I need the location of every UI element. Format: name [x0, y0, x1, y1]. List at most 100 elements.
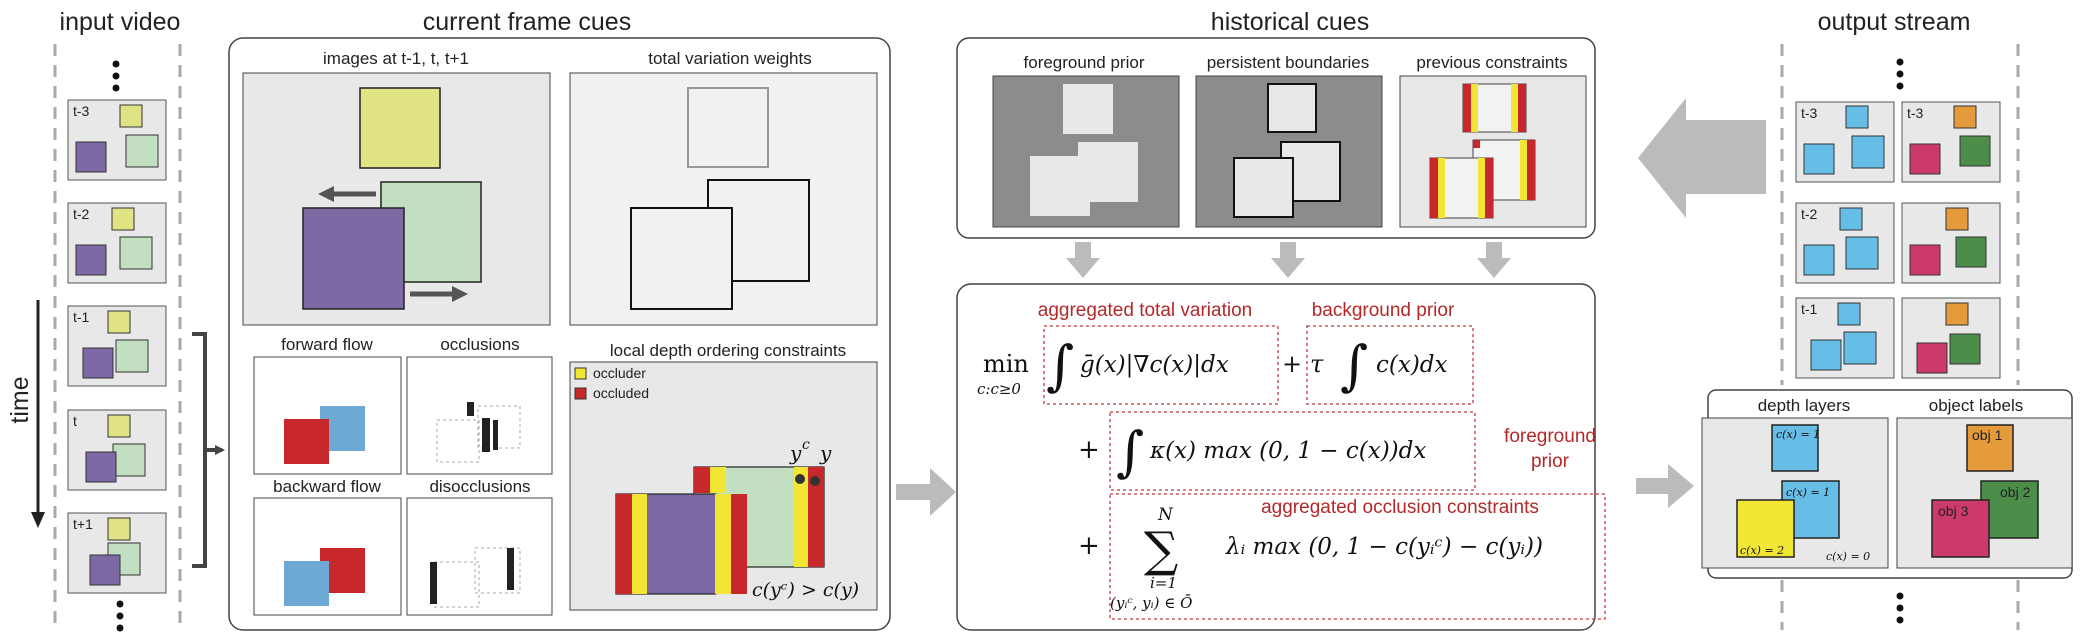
depth-c2: c(x) = 2	[1740, 544, 1784, 557]
frame-label: t-3	[1907, 105, 1924, 121]
ellipsis-top	[112, 60, 120, 92]
min-subscript: c:c≥0	[977, 380, 1021, 398]
current-frame-cues-header: current frame cues	[423, 8, 631, 36]
time-arrow-head	[31, 512, 45, 528]
term-bg-label: background prior	[1312, 300, 1455, 321]
sum-bottom-1: i=1	[1150, 574, 1177, 592]
output-stream-column: output stream t-3 t-3 t-2	[1780, 8, 2020, 630]
previous-constraints-panel	[1399, 75, 1587, 228]
frame-label: t	[73, 413, 77, 429]
term-occ-label: aggregated occlusion constraints	[1261, 497, 1539, 518]
integral-sign: ∫	[1340, 334, 1368, 397]
ellipsis-bottom	[116, 600, 124, 632]
frame-label: t+1	[73, 516, 93, 532]
object-labels-title: object labels	[1929, 396, 2024, 415]
frame-label: t-3	[1801, 105, 1818, 121]
occlusions-title: occlusions	[440, 335, 519, 354]
plus-sign: +	[1078, 531, 1100, 561]
bg-term-box	[1306, 325, 1474, 405]
images-title: images at t-1, t, t+1	[323, 49, 469, 68]
ldoc-title: local depth ordering constraints	[610, 341, 846, 360]
forward-flow-title: forward flow	[281, 335, 373, 354]
legend-occluder: occluder	[593, 365, 646, 381]
integral-sign: ∫	[1116, 420, 1144, 483]
tv-panel	[569, 72, 878, 326]
occ-term-box	[1109, 493, 1606, 620]
historical-to-energy-arrows	[1066, 242, 1511, 278]
depth-c0: c(x) = 0	[1826, 550, 1870, 563]
ellipsis-bottom	[1896, 592, 1904, 624]
backward-flow-panel	[253, 497, 402, 616]
term-fg-label-2: prior	[1531, 451, 1570, 472]
output-label-frame	[1901, 202, 2001, 284]
historical-cues-panel: historical cues foreground prior persist…	[956, 8, 1596, 239]
images-panel	[242, 72, 551, 326]
obj3-label: obj 3	[1938, 503, 1969, 519]
persistent-boundaries-panel	[1195, 75, 1383, 228]
min-operator: min	[983, 350, 1029, 378]
fg-term-box	[1109, 411, 1476, 491]
frame-bracket	[192, 332, 207, 568]
input-video-column: input video t-3 t-2 t-1	[6, 8, 225, 632]
plus-sign: +	[1078, 435, 1100, 465]
output-depth-frame: t-3	[1795, 101, 1895, 183]
output-depth-frame: t-1	[1795, 297, 1895, 379]
tau-symbol: τ	[1310, 350, 1324, 378]
input-frame: t	[67, 409, 167, 491]
yc-label: y	[789, 441, 802, 465]
frame-label: t-1	[1801, 301, 1818, 317]
result-panel: depth layers object labels c(x) = 1 c(x)…	[1701, 389, 2073, 579]
output-label-frame	[1901, 297, 2001, 379]
output-label-frame: t-3	[1901, 101, 2001, 183]
foreground-prior-panel	[992, 75, 1180, 228]
input-frame: t-3	[67, 99, 167, 181]
object-labels-panel: obj 1 obj 2 obj 3	[1896, 417, 2073, 569]
current-frame-cues-panel: current frame cues images at t-1, t, t+1…	[228, 8, 891, 631]
output-stream-header: output stream	[1818, 8, 1971, 36]
input-frame: t-1	[67, 305, 167, 387]
foreground-prior-title: foreground prior	[1024, 53, 1145, 72]
sum-top: N	[1157, 505, 1174, 525]
output-depth-frame: t-2	[1795, 202, 1895, 284]
term-tv-label: aggregated total variation	[1038, 300, 1252, 321]
input-frame: t-2	[67, 202, 167, 284]
ellipsis-top	[1896, 58, 1904, 90]
sum-bottom-2: (yᵢᶜ, yᵢ) ∈ Ō	[1110, 594, 1192, 612]
term-fg-label: foreground	[1504, 426, 1596, 447]
fg-integrand: κ(x) max (0, 1 − c(x))dx	[1149, 438, 1426, 464]
forward-flow-panel	[253, 356, 402, 475]
previous-constraints-title: previous constraints	[1416, 53, 1567, 72]
occ-integrand: λᵢ max (0, 1 − c(yᵢᶜ) − c(yᵢ))	[1225, 534, 1543, 560]
frame-label: t-3	[73, 103, 90, 119]
depth-layers-panel: c(x) = 1 c(x) = 1 c(x) = 2 c(x) = 0	[1701, 417, 1889, 569]
input-video-header: input video	[60, 8, 181, 36]
constraint-formula: c(yᶜ) > c(y)	[752, 579, 859, 601]
input-frame: t+1	[67, 512, 167, 594]
disocclusions-panel	[406, 497, 553, 616]
depth-layers-title: depth layers	[1758, 396, 1851, 415]
cues-to-energy-arrow	[896, 468, 956, 516]
depth-c1-top: c(x) = 1	[1776, 428, 1820, 441]
legend-occluded: occluded	[593, 385, 649, 401]
plus-sign: +	[1282, 350, 1302, 378]
y-label: y	[819, 441, 832, 465]
obj1-label: obj 1	[1972, 427, 2003, 443]
backward-flow-title: backward flow	[273, 477, 381, 496]
tv-title: total variation weights	[648, 49, 811, 68]
output-to-history-arrow	[1638, 98, 1766, 218]
disocclusions-title: disocclusions	[429, 477, 530, 496]
persistent-boundaries-title: persistent boundaries	[1207, 53, 1370, 72]
yc-point	[795, 474, 805, 484]
depth-c1-mid: c(x) = 1	[1786, 486, 1830, 499]
energy-panel: aggregated total variation background pr…	[956, 283, 1606, 631]
time-label: time	[6, 376, 34, 423]
obj2-label: obj 2	[2000, 484, 2031, 500]
energy-to-output-arrow	[1636, 464, 1694, 508]
integral-sign: ∫	[1046, 334, 1074, 397]
sum-sign: ∑	[1144, 522, 1178, 578]
occluder-swatch	[574, 367, 587, 380]
tv-integrand: ḡ(x)|∇c(x)|dx	[1080, 352, 1229, 378]
tv-term-box	[1043, 325, 1279, 405]
yc-sup: c	[802, 437, 810, 453]
